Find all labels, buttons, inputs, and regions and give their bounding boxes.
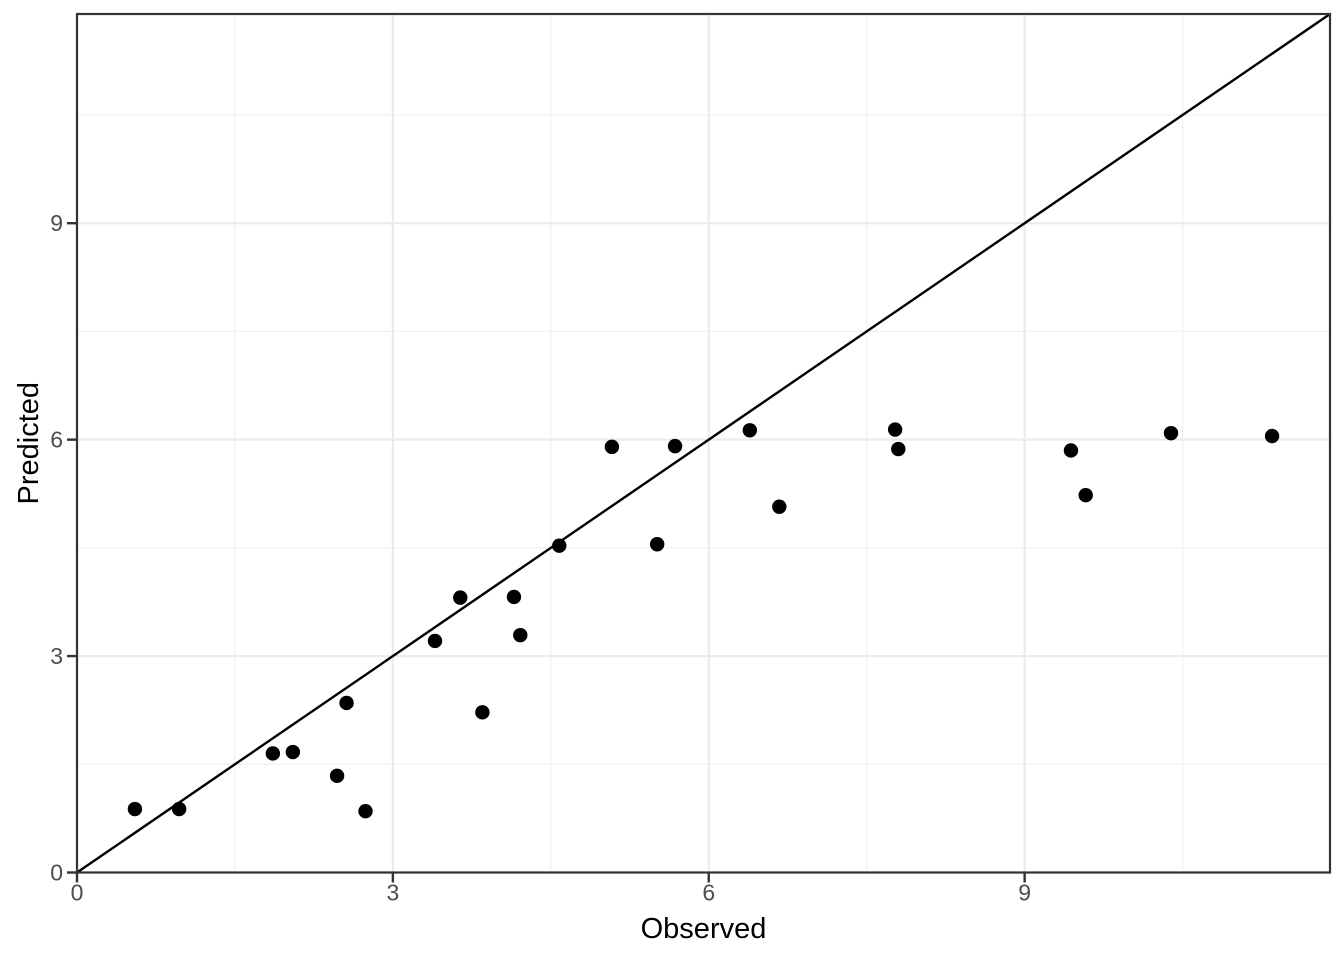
y-tick-label: 9 (50, 210, 63, 236)
y-axis-title: Predicted (13, 382, 45, 505)
data-point (772, 499, 787, 514)
x-tick-label: 6 (702, 880, 715, 906)
data-point (427, 633, 443, 649)
data-point (552, 538, 567, 553)
data-point (506, 589, 522, 605)
minor-gridlines (77, 14, 1330, 873)
data-point (358, 803, 373, 819)
data-point (475, 705, 490, 720)
data-point (887, 422, 903, 437)
identity-line (76, 13, 1331, 874)
data-point (604, 439, 620, 455)
x-tick-label: 0 (71, 880, 84, 906)
data-point (891, 441, 906, 457)
data-point (513, 627, 528, 643)
identity-line-layer (76, 13, 1331, 874)
axis-tick-marks (67, 222, 1026, 883)
y-tick-label: 3 (50, 643, 63, 669)
axis-tick-labels: 0 3 6 9 0 3 6 9 (50, 210, 1031, 905)
panel-border (75, 12, 1332, 874)
data-point (742, 423, 758, 438)
data-point (285, 744, 301, 760)
y-tick-label: 0 (50, 860, 63, 886)
x-axis-title: Observed (641, 913, 767, 945)
data-point (171, 801, 187, 817)
data-point (329, 768, 345, 784)
data-point (127, 801, 143, 817)
data-point (1163, 425, 1179, 441)
x-tick-label: 9 (1018, 880, 1031, 906)
x-tick-label: 3 (386, 880, 399, 906)
y-tick-label: 6 (50, 427, 63, 453)
data-point (1063, 443, 1079, 458)
data-point (1078, 487, 1093, 503)
data-points-layer (127, 422, 1280, 819)
data-point (265, 746, 281, 761)
data-point (667, 438, 683, 454)
data-point (453, 590, 468, 605)
data-point (649, 537, 665, 552)
data-point (339, 695, 354, 711)
data-point (1264, 428, 1280, 444)
